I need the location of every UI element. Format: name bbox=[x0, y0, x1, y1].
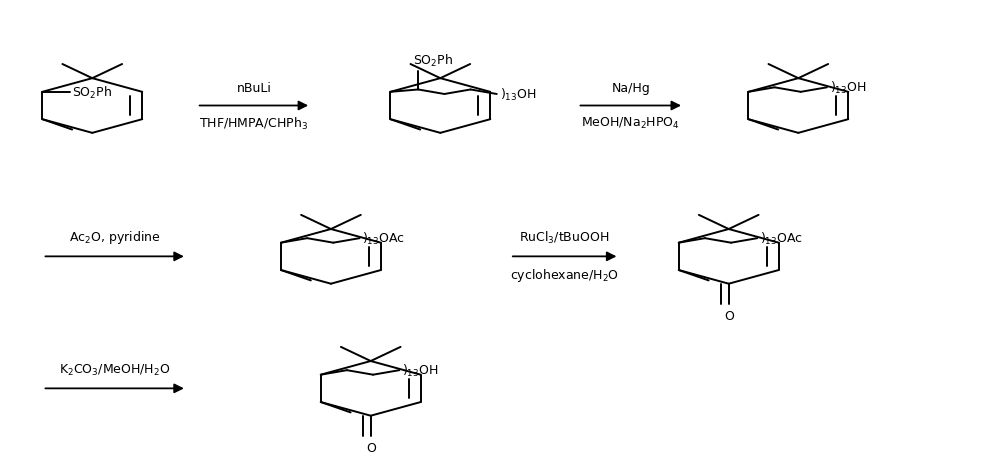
Text: SO$_2$Ph: SO$_2$Ph bbox=[72, 85, 112, 100]
Text: )$_{13}$OH: )$_{13}$OH bbox=[500, 87, 536, 103]
Text: O: O bbox=[724, 309, 734, 322]
Text: MeOH/Na$_2$HPO$_4$: MeOH/Na$_2$HPO$_4$ bbox=[581, 116, 680, 131]
Text: )$_{13}$OAc: )$_{13}$OAc bbox=[362, 231, 406, 247]
Text: RuCl$_3$/tBuOOH: RuCl$_3$/tBuOOH bbox=[519, 229, 610, 245]
Text: )$_{13}$OH: )$_{13}$OH bbox=[402, 362, 439, 378]
Text: )$_{13}$OH: )$_{13}$OH bbox=[830, 80, 866, 96]
Text: THF/HMPA/CHPh$_3$: THF/HMPA/CHPh$_3$ bbox=[199, 116, 309, 132]
Text: Na/Hg: Na/Hg bbox=[611, 81, 650, 95]
Text: cyclohexane/H$_2$O: cyclohexane/H$_2$O bbox=[510, 266, 619, 283]
Text: O: O bbox=[366, 441, 376, 454]
Text: Ac$_2$O, pyridine: Ac$_2$O, pyridine bbox=[69, 228, 160, 245]
Text: nBuLi: nBuLi bbox=[236, 81, 271, 95]
Text: K$_2$CO$_3$/MeOH/H$_2$O: K$_2$CO$_3$/MeOH/H$_2$O bbox=[59, 362, 170, 377]
Text: SO$_2$Ph: SO$_2$Ph bbox=[413, 53, 453, 69]
Text: )$_{13}$OAc: )$_{13}$OAc bbox=[760, 231, 803, 247]
